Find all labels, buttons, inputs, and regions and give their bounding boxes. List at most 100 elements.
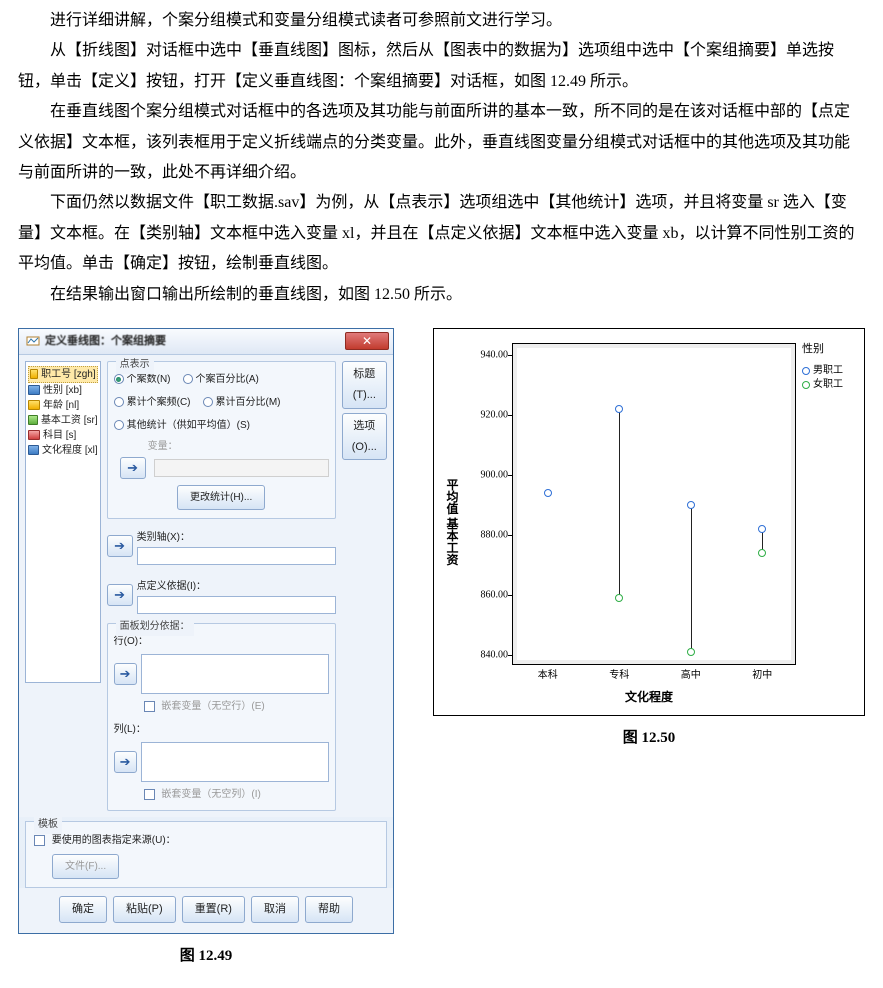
var-type-icon xyxy=(28,445,39,455)
data-point xyxy=(758,549,766,557)
point-define-row: ➔ 点定义依据(I)： xyxy=(107,577,336,614)
nest-cols-label: 嵌套变量（无空列）(I) xyxy=(161,789,260,800)
var-type-icon xyxy=(28,385,40,395)
figure-12-49: 定义垂线图：个案组摘要 ✕ 职工号 [zgh]性别 [xb]年龄 [nl]基本工… xyxy=(18,328,394,970)
template-group: 模板 要使用的图表指定来源(U)： 文件(F)... xyxy=(25,821,387,888)
dialog-action-button[interactable]: 取消 xyxy=(251,896,299,923)
paragraph: 进行详细讲解，个案分组模式和变量分组模式读者可参照前文进行学习。 xyxy=(18,6,865,36)
x-tick-label: 专科 xyxy=(609,666,629,685)
var-label: 年龄 [nl] xyxy=(43,398,79,413)
nest-rows-label: 嵌套变量（无空行）(E) xyxy=(161,701,264,712)
radio-row: 个案数(N)个案百分比(A)累计个案频(C)累计百分比(M)其他统计（供如平均值… xyxy=(114,370,329,435)
cols-listbox[interactable] xyxy=(141,742,329,782)
data-point xyxy=(687,501,695,509)
paragraph: 从【折线图】对话框中选中【垂直线图】图标，然后从【图表中的数据为】选项组中选中【… xyxy=(18,36,865,97)
y-tick-label: 860.00 xyxy=(478,585,508,604)
rows-listbox[interactable] xyxy=(141,654,329,694)
legend-label: 男职工 xyxy=(813,364,843,378)
y-tick-mark xyxy=(508,355,512,356)
close-button[interactable]: ✕ xyxy=(345,332,389,350)
data-point xyxy=(758,525,766,533)
radio-option[interactable]: 累计个案频(C) xyxy=(114,393,191,412)
variable-item[interactable]: 性别 [xb] xyxy=(28,383,98,398)
radio-option[interactable]: 累计百分比(M) xyxy=(203,393,281,412)
dialog-titlebar: 定义垂线图：个案组摘要 ✕ xyxy=(19,329,393,355)
y-tick-mark xyxy=(508,475,512,476)
variable-item[interactable]: 年龄 [nl] xyxy=(28,398,98,413)
legend-item: 女职工 xyxy=(802,378,860,392)
legend-label: 女职工 xyxy=(813,378,843,392)
move-right-button[interactable]: ➔ xyxy=(120,457,146,479)
variable-item[interactable]: 基本工资 [sr] xyxy=(28,413,98,428)
figure-caption: 图 12.49 xyxy=(180,942,233,971)
x-tick-label: 高中 xyxy=(681,666,701,685)
dialog-action-button[interactable]: 帮助 xyxy=(305,896,353,923)
variable-item[interactable]: 文化程度 [xl] xyxy=(28,443,98,458)
legend-title: 性别 xyxy=(802,339,860,360)
radio-option[interactable]: 个案百分比(A) xyxy=(183,370,259,389)
radio-icon xyxy=(114,397,124,407)
dialog-action-button[interactable]: 确定 xyxy=(59,896,107,923)
legend-marker-icon xyxy=(802,367,810,375)
drop-line xyxy=(619,409,620,598)
dropline-chart: 平均值 基本工资 文化程度 性别 男职工女职工 840.00860.00880.… xyxy=(433,328,865,716)
x-tick-label: 初中 xyxy=(752,666,772,685)
figure-caption: 图 12.50 xyxy=(623,724,676,753)
category-axis-input[interactable] xyxy=(137,547,336,565)
radio-label: 累计百分比(M) xyxy=(216,393,281,412)
variable-item[interactable]: 科目 [s] xyxy=(28,428,98,443)
var-label: 文化程度 [xl] xyxy=(42,443,98,458)
options-button[interactable]: 选项(O)... xyxy=(342,413,387,461)
group-title: 点表示 xyxy=(116,355,154,374)
plot-area xyxy=(512,343,796,665)
category-axis-row: ➔ 类别轴(X)： xyxy=(107,528,336,565)
use-template-label: 要使用的图表指定来源(U)： xyxy=(52,835,176,846)
data-point xyxy=(687,648,695,656)
x-tick-label: 本科 xyxy=(538,666,558,685)
panel-by-group: 面板划分依据： 行(O)： ➔ 嵌套变量（无空行）(E) 列(L)： ➔ xyxy=(107,623,336,811)
radio-option[interactable]: 其他统计（供如平均值）(S) xyxy=(114,416,329,435)
nest-rows-checkbox[interactable] xyxy=(144,701,155,712)
radio-icon xyxy=(114,420,124,430)
nest-cols-checkbox[interactable] xyxy=(144,789,155,800)
dialog-icon xyxy=(25,333,41,349)
data-point xyxy=(615,594,623,602)
dialog-title: 定义垂线图：个案组摘要 xyxy=(45,331,345,352)
dialog-action-button[interactable]: 粘贴(P) xyxy=(113,896,176,923)
change-statistic-button[interactable]: 更改统计(H)... xyxy=(177,485,265,510)
use-template-checkbox[interactable] xyxy=(34,835,45,846)
drop-line xyxy=(691,505,692,652)
cols-label: 列(L)： xyxy=(114,720,329,739)
points-represent-group: 点表示 个案数(N)个案百分比(A)累计个案频(C)累计百分比(M)其他统计（供… xyxy=(107,361,336,519)
radio-label: 其他统计（供如平均值）(S) xyxy=(127,416,250,435)
var-label: 职工号 [zgh] xyxy=(41,367,95,382)
template-title: 模板 xyxy=(34,815,62,834)
file-button[interactable]: 文件(F)... xyxy=(52,854,119,879)
y-tick-mark xyxy=(508,595,512,596)
figures-row: 定义垂线图：个案组摘要 ✕ 职工号 [zgh]性别 [xb]年龄 [nl]基本工… xyxy=(18,328,865,970)
point-define-input[interactable] xyxy=(137,596,336,614)
move-right-button[interactable]: ➔ xyxy=(107,535,133,557)
legend: 性别 男职工女职工 xyxy=(802,339,860,392)
move-right-button[interactable]: ➔ xyxy=(107,584,133,606)
y-axis-label: 平均值 基本工资 xyxy=(446,478,458,565)
move-right-button[interactable]: ➔ xyxy=(114,751,137,773)
var-label: 性别 [xb] xyxy=(43,383,82,398)
y-tick-mark xyxy=(508,655,512,656)
y-tick-mark xyxy=(508,415,512,416)
dialog-action-button[interactable]: 重置(R) xyxy=(182,896,245,923)
figure-12-50: 平均值 基本工资 文化程度 性别 男职工女职工 840.00860.00880.… xyxy=(433,328,865,753)
variable-item[interactable]: 职工号 [zgh] xyxy=(28,366,98,383)
var-type-icon xyxy=(28,430,40,440)
titles-button[interactable]: 标题(T)... xyxy=(342,361,387,409)
move-right-button[interactable]: ➔ xyxy=(114,663,137,685)
variable-input[interactable] xyxy=(154,459,329,477)
y-tick-label: 840.00 xyxy=(478,645,508,664)
var-type-icon xyxy=(30,369,38,379)
center-panel: 点表示 个案数(N)个案百分比(A)累计个案频(C)累计百分比(M)其他统计（供… xyxy=(107,361,336,811)
paragraph: 下面仍然以数据文件【职工数据.sav】为例，从【点表示】选项组选中【其他统计】选… xyxy=(18,188,865,279)
variable-sub-label: 变量： xyxy=(148,437,329,456)
data-point xyxy=(544,489,552,497)
variable-list[interactable]: 职工号 [zgh]性别 [xb]年龄 [nl]基本工资 [sr]科目 [s]文化… xyxy=(25,361,101,683)
legend-marker-icon xyxy=(802,381,810,389)
